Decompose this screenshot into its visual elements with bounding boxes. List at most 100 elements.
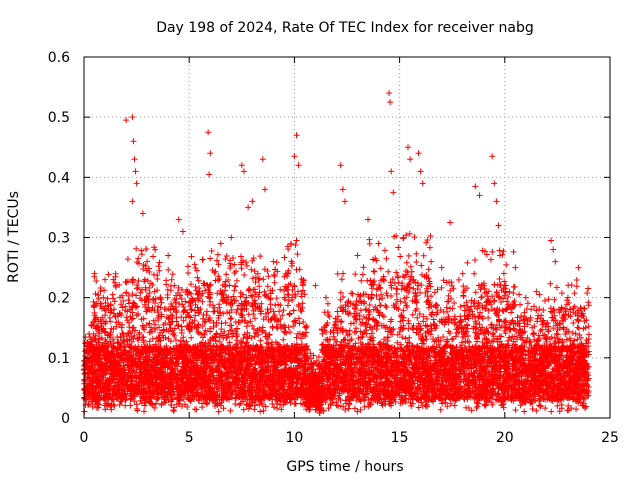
- data-point: [437, 406, 444, 413]
- data-point: [286, 311, 293, 318]
- data-point: [510, 248, 517, 255]
- data-point: [290, 318, 297, 325]
- data-point: [257, 308, 264, 315]
- data-point: [540, 307, 547, 314]
- data-point: [403, 232, 410, 239]
- data-point: [250, 326, 257, 333]
- data-point: [238, 253, 245, 260]
- data-point: [405, 317, 412, 324]
- data-point: [138, 251, 145, 258]
- data-point: [437, 306, 444, 313]
- data-point: [135, 337, 142, 344]
- data-point: [119, 304, 126, 311]
- data-point: [447, 287, 454, 294]
- data-point: [409, 311, 416, 318]
- data-point: [191, 261, 198, 268]
- data-point: [213, 257, 220, 264]
- data-point: [334, 270, 341, 277]
- data-point: [122, 402, 129, 409]
- data-point: [211, 308, 218, 315]
- data-point: [193, 406, 200, 413]
- data-point: [381, 247, 388, 254]
- data-point: [146, 289, 153, 296]
- data-point: [357, 406, 364, 413]
- data-point: [342, 406, 349, 413]
- data-point: [573, 277, 580, 284]
- data-point: [298, 341, 305, 348]
- data-point: [483, 289, 490, 296]
- data-point: [276, 401, 283, 408]
- data-point: [413, 250, 420, 257]
- data-point: [355, 335, 362, 342]
- data-point: [105, 271, 112, 278]
- data-point: [292, 242, 299, 249]
- data-point: [150, 253, 157, 260]
- data-point: [252, 300, 259, 307]
- data-point: [402, 399, 409, 406]
- data-point: [214, 388, 221, 395]
- data-point: [439, 400, 446, 407]
- data-point: [429, 336, 436, 343]
- data-point: [553, 284, 560, 291]
- data-point: [135, 277, 142, 284]
- data-point: [418, 262, 425, 269]
- data-point: [203, 308, 210, 315]
- data-point: [358, 277, 365, 284]
- data-point: [333, 402, 340, 409]
- data-point: [485, 307, 492, 314]
- data-point: [427, 233, 434, 240]
- data-point: [117, 301, 124, 308]
- data-point: [376, 296, 383, 303]
- data-point: [383, 304, 390, 311]
- data-point: [472, 289, 479, 296]
- data-point: [310, 352, 317, 359]
- data-point: [220, 405, 227, 412]
- data-point: [420, 318, 427, 325]
- data-point: [100, 294, 107, 301]
- data-point: [501, 292, 508, 299]
- data-point: [199, 404, 206, 411]
- data-point: [187, 281, 194, 288]
- data-point: [291, 401, 298, 408]
- data-point: [194, 274, 201, 281]
- data-point: [102, 299, 109, 306]
- data-point: [512, 407, 519, 414]
- data-point: [167, 306, 174, 313]
- data-point: [293, 334, 300, 341]
- data-point: [377, 265, 384, 272]
- data-point: [394, 286, 401, 293]
- data-point: [296, 320, 303, 327]
- data-point: [426, 244, 433, 251]
- data-point: [451, 299, 458, 306]
- data-point: [257, 408, 264, 415]
- data-point: [185, 269, 192, 276]
- data-point: [359, 271, 366, 278]
- data-point: [202, 287, 209, 294]
- data-point: [267, 301, 274, 308]
- data-point: [551, 296, 558, 303]
- data-point: [266, 332, 273, 339]
- data-point: [500, 295, 507, 302]
- data-point: [423, 285, 430, 292]
- data-point: [130, 276, 137, 283]
- data-point: [381, 336, 388, 343]
- data-point: [221, 328, 228, 335]
- data-point: [133, 245, 140, 252]
- data-point: [223, 271, 230, 278]
- data-point: [251, 315, 258, 322]
- data-point: [443, 304, 450, 311]
- data-point: [542, 297, 549, 304]
- data-point: [215, 261, 222, 268]
- data-point: [249, 257, 256, 264]
- data-point: [263, 340, 270, 347]
- data-point: [133, 292, 140, 299]
- data-point: [133, 312, 140, 319]
- data-point: [128, 316, 135, 323]
- data-point: [416, 311, 423, 318]
- data-point: [371, 268, 378, 275]
- data-point: [338, 276, 345, 283]
- data-point: [496, 276, 503, 283]
- data-point: [548, 408, 555, 415]
- data-point: [322, 322, 329, 329]
- data-points: [81, 90, 592, 416]
